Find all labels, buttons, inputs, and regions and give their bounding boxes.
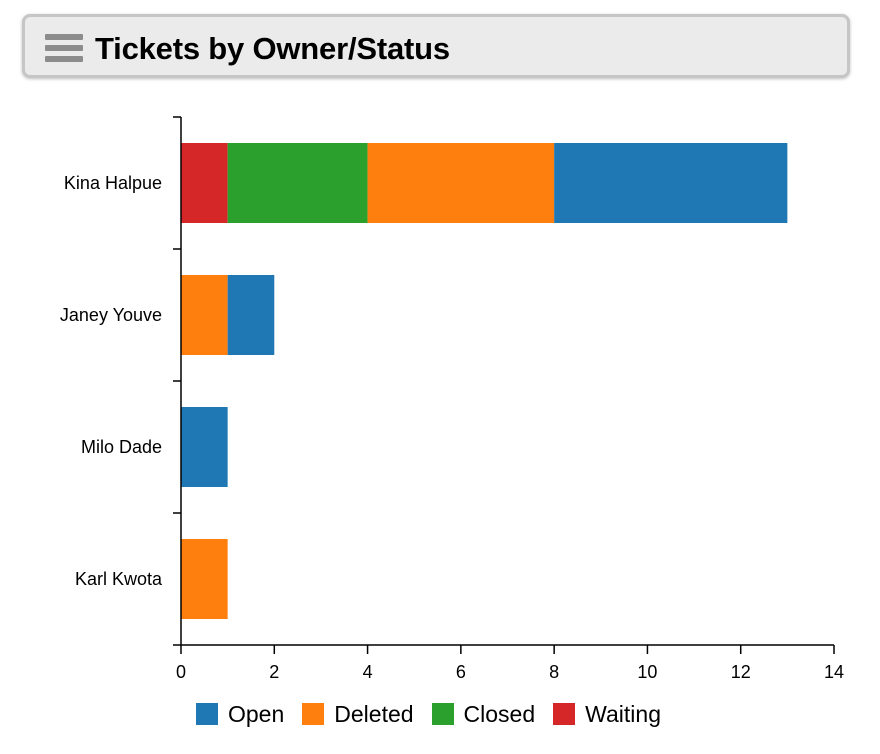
legend: Open Deleted Closed Waiting — [196, 700, 679, 728]
y-tick-label: Karl Kwota — [75, 569, 163, 589]
bar-open-milo-dade — [181, 407, 228, 487]
legend-label: Deleted — [334, 700, 414, 727]
x-axis: 0 2 4 6 8 10 12 14 — [176, 644, 844, 682]
x-tick-label: 2 — [269, 662, 279, 682]
x-tick-label: 0 — [176, 662, 186, 682]
x-tick-label: 10 — [637, 662, 657, 682]
panel-title: Tickets by Owner/Status — [95, 31, 450, 66]
panel-header: Tickets by Owner/Status — [22, 14, 850, 78]
y-tick-label: Milo Dade — [81, 437, 162, 457]
x-tick-label: 8 — [549, 662, 559, 682]
x-tick-label: 14 — [824, 662, 844, 682]
bar-open-kina-halpue — [554, 143, 788, 223]
legend-swatch — [431, 703, 454, 725]
legend-item-deleted[interactable]: Deleted — [302, 700, 414, 728]
legend-item-open[interactable]: Open — [196, 701, 284, 728]
bar-open-janey-youve — [227, 275, 275, 355]
y-tick-label: Kina Halpue — [64, 173, 162, 193]
bars-layer — [181, 143, 788, 619]
y-axis: Kina Halpue Janey Youve Milo Dade Karl Kwot… — [60, 116, 182, 646]
x-tick-label: 12 — [731, 662, 751, 682]
legend-item-closed[interactable]: Closed — [431, 700, 536, 728]
bar-deleted-janey-youve — [181, 275, 228, 355]
legend-label: Closed — [463, 700, 536, 727]
legend-swatch — [302, 703, 325, 725]
legend-label: Waiting — [585, 700, 661, 727]
legend-swatch — [553, 703, 576, 725]
x-tick-label: 4 — [363, 662, 373, 682]
bar-waiting-kina-halpue — [181, 143, 228, 223]
bar-deleted-kina-halpue — [367, 143, 555, 223]
x-tick-label: 6 — [456, 662, 466, 682]
legend-item-waiting[interactable]: Waiting — [553, 701, 661, 728]
y-tick-label: Janey Youve — [60, 305, 162, 325]
hamburger-menu-icon[interactable] — [45, 34, 83, 62]
legend-label: Open — [228, 700, 285, 727]
bar-deleted-karl-kwota — [181, 539, 228, 619]
bar-closed-kina-halpue — [227, 143, 368, 223]
legend-swatch — [196, 703, 218, 725]
